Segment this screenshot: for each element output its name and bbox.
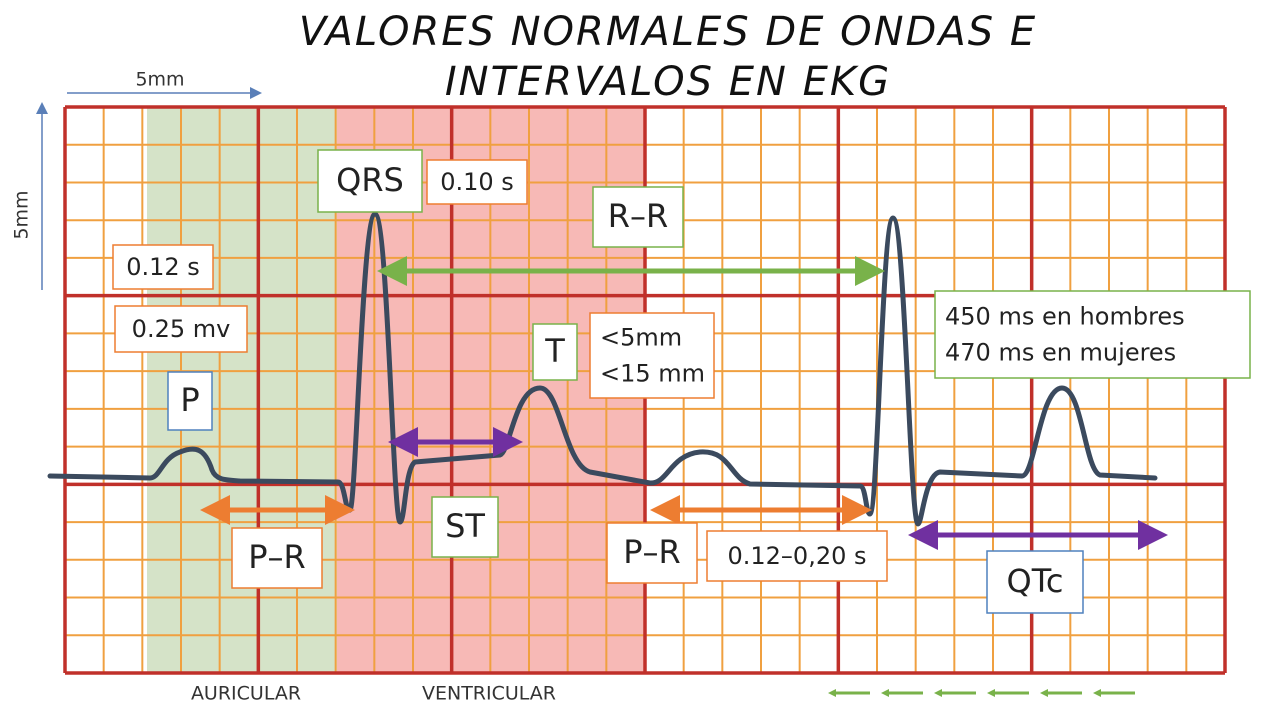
label-box: 0.25 mv xyxy=(114,305,248,353)
label-frame xyxy=(317,149,423,213)
label-text: <5mm xyxy=(600,324,682,352)
label-text: 0.25 mv xyxy=(132,315,231,343)
label-text: 0.10 s xyxy=(440,168,514,196)
label-text: P xyxy=(180,381,199,419)
label-text: ST xyxy=(445,507,485,545)
label-box: R–R xyxy=(592,186,684,248)
label-box: 0.12–0,20 s xyxy=(706,530,888,582)
label-frame xyxy=(934,290,1251,379)
direction-arrows xyxy=(828,689,1135,697)
label-text: 470 ms en mujeres xyxy=(945,339,1176,367)
dash-arrow-head xyxy=(1040,689,1048,697)
label-box: QTc xyxy=(986,550,1084,614)
label-box: T xyxy=(532,323,578,381)
label-frame xyxy=(532,323,578,381)
label-text: P–R xyxy=(623,533,681,571)
label-frame xyxy=(589,312,715,399)
scale-label: 5mm xyxy=(135,69,184,91)
label-box: QRS xyxy=(317,149,423,213)
label-text: QTc xyxy=(1007,562,1064,600)
label-box: 450 ms en hombres 470 ms en mujeres xyxy=(934,290,1251,379)
label-box: 0.12 s xyxy=(112,244,214,290)
label-text: P–R xyxy=(248,538,306,576)
labels: QRS 0.10 s R–R 0.12 s 0.25 mv P T <5mm <15 mm 450… xyxy=(112,149,1251,614)
label-frame xyxy=(431,496,499,558)
label-box: 0.10 s xyxy=(426,159,528,205)
label-text: QRS xyxy=(336,161,404,199)
label-box: P–R xyxy=(231,527,323,589)
label-box: P–R xyxy=(606,522,698,584)
label-text: 0.12 s xyxy=(126,253,200,281)
label-box: P xyxy=(167,371,213,431)
label-frame xyxy=(231,527,323,589)
label-frame xyxy=(986,550,1084,614)
scale-label: 5mm xyxy=(11,190,33,239)
dash-arrow-head xyxy=(987,689,995,697)
label-text: T xyxy=(544,332,565,370)
dash-arrow-head xyxy=(1093,689,1101,697)
label-frame xyxy=(706,530,888,582)
region-label: VENTRICULAR xyxy=(422,683,556,705)
dash-arrow-head xyxy=(881,689,889,697)
label-frame xyxy=(592,186,684,248)
label-frame xyxy=(426,159,528,205)
dash-arrow-head xyxy=(934,689,942,697)
label-frame xyxy=(112,244,214,290)
label-box: <5mm <15 mm xyxy=(589,312,715,399)
label-box: ST xyxy=(431,496,499,558)
dash-arrow-head xyxy=(828,689,836,697)
label-frame xyxy=(606,522,698,584)
label-frame xyxy=(114,305,248,353)
title-line: INTERVALOS EN EKG xyxy=(445,59,891,105)
label-frame xyxy=(167,371,213,431)
region-label: AURICULAR xyxy=(191,683,301,705)
label-text: 450 ms en hombres xyxy=(945,303,1185,331)
label-text: R–R xyxy=(608,197,668,235)
title-line: VALORES NORMALES DE ONDAS E xyxy=(299,9,1037,55)
label-text: <15 mm xyxy=(600,360,705,388)
label-text: 0.12–0,20 s xyxy=(727,542,866,570)
